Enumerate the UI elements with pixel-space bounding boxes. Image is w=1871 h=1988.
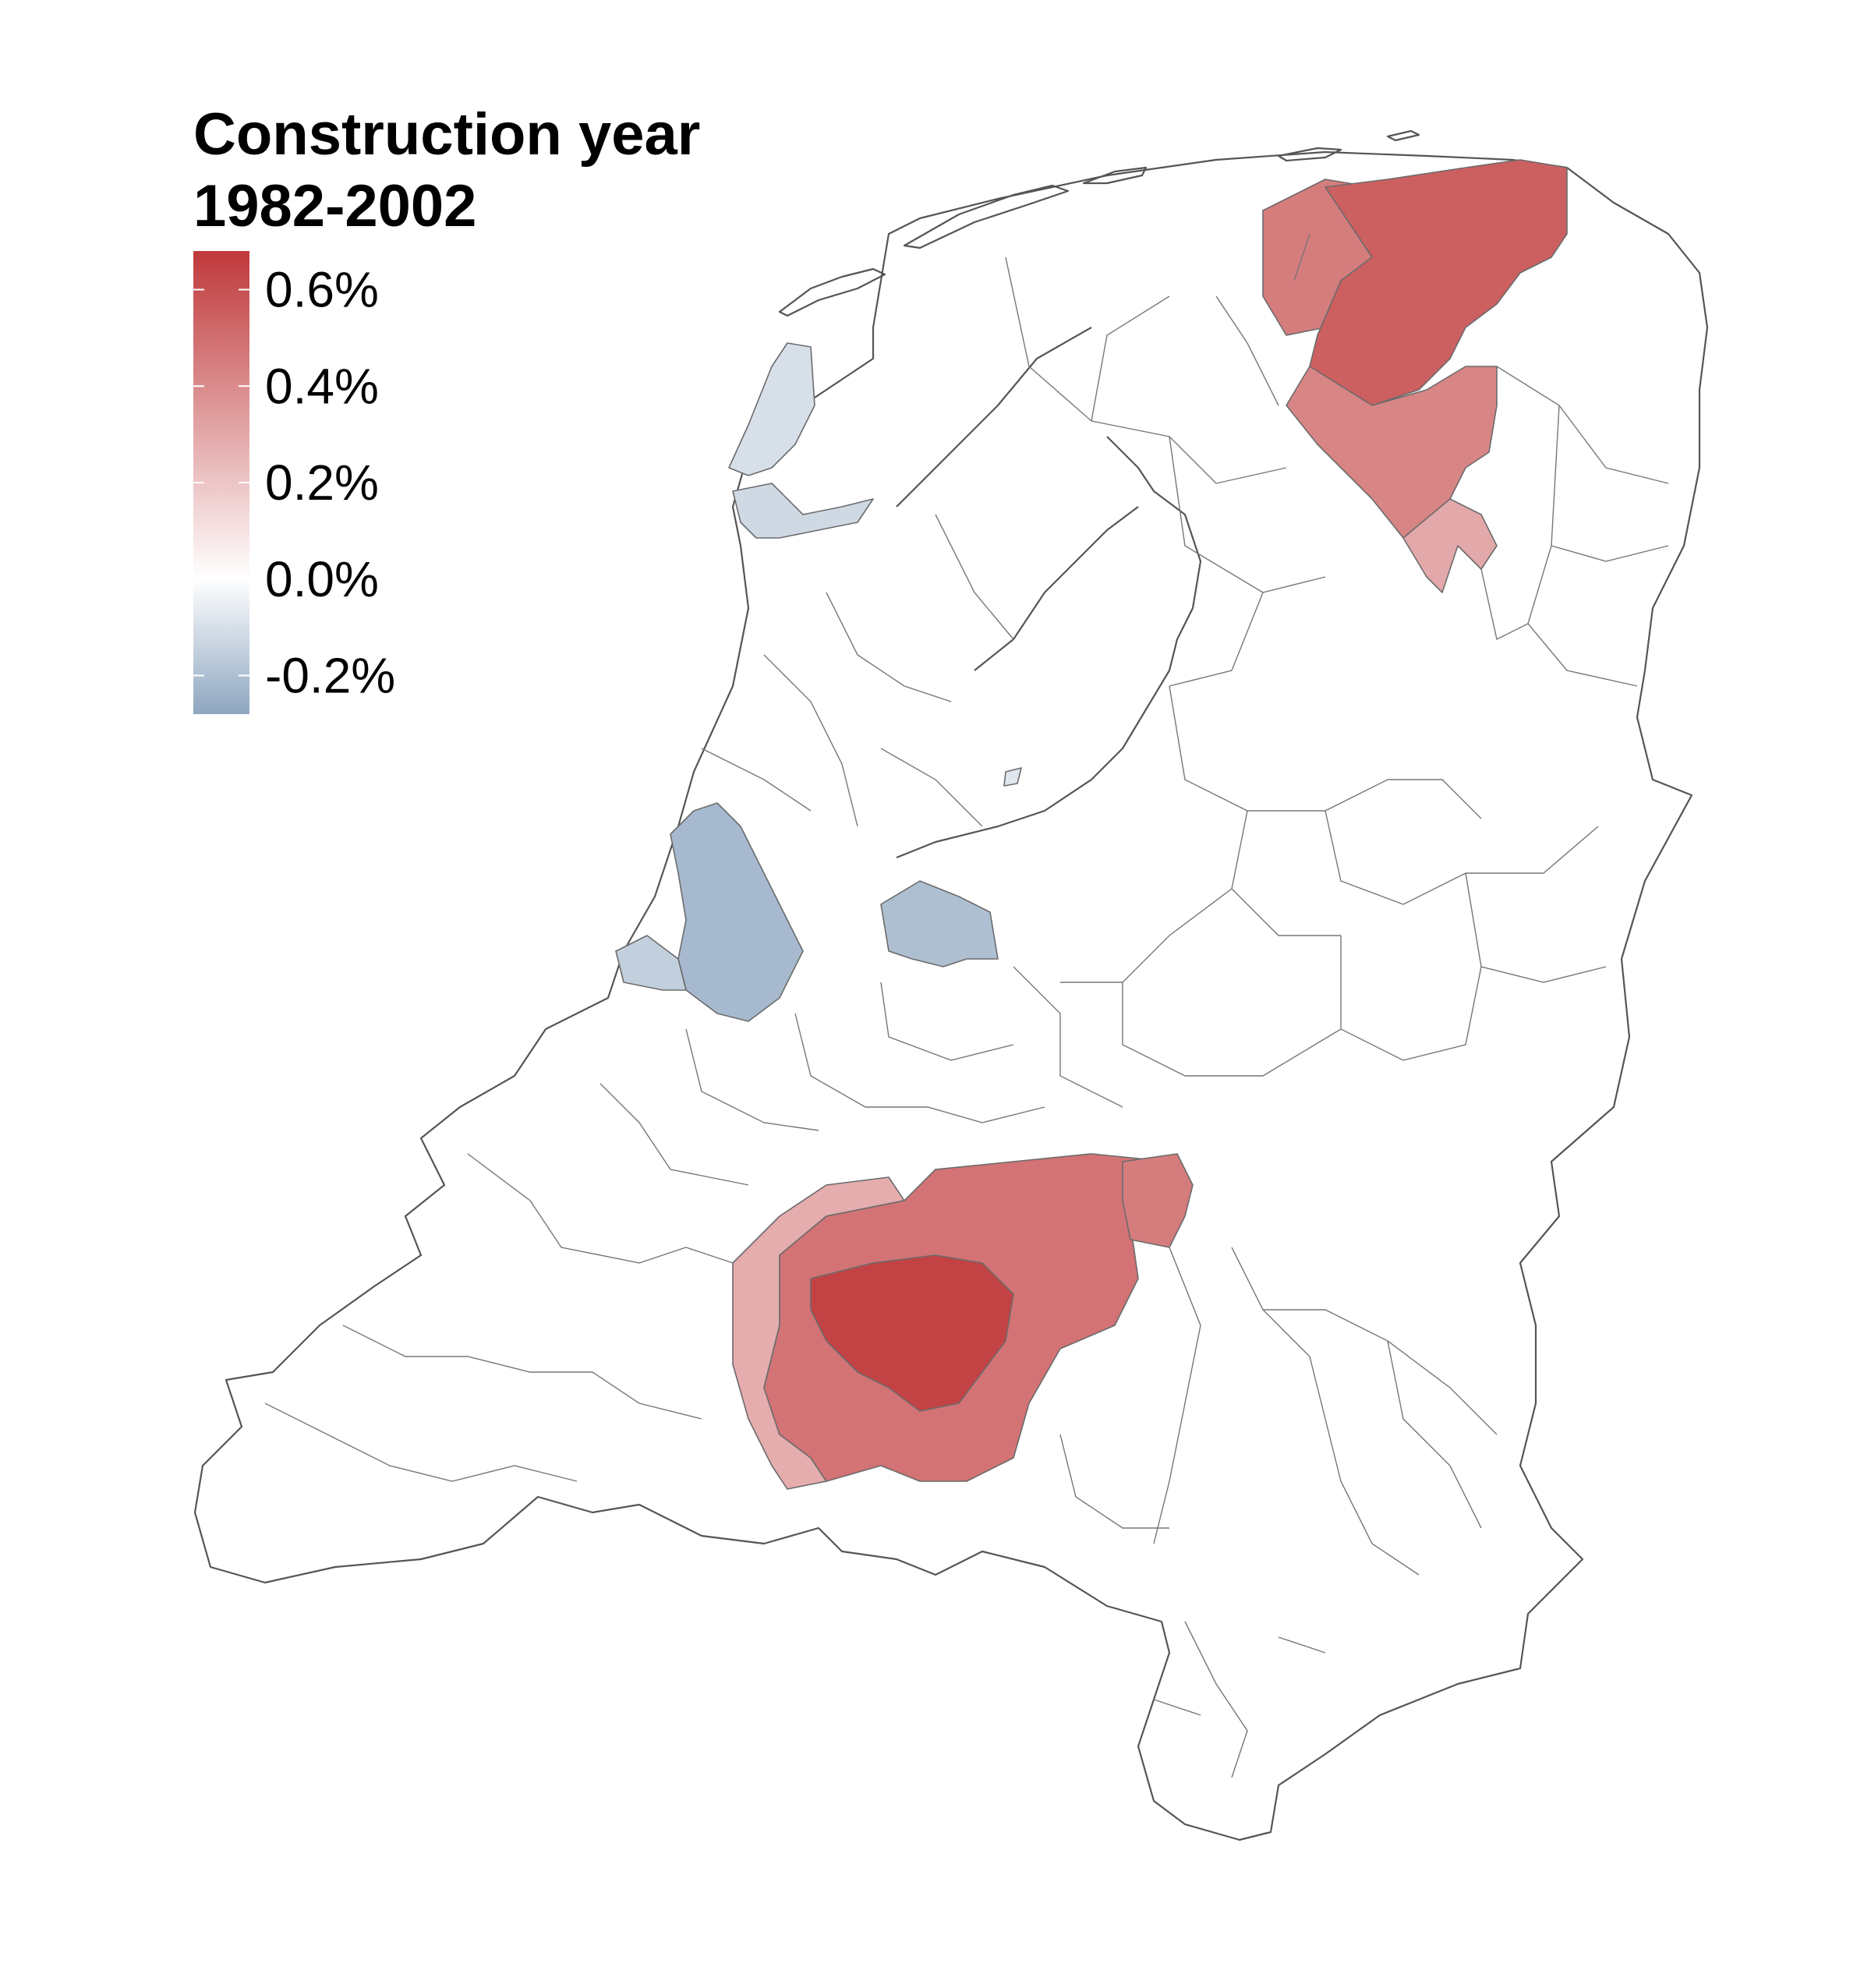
region-flevo-coast	[1003, 767, 1022, 787]
mainland-outline	[193, 150, 1709, 1841]
legend-tick-label: 0.6%	[265, 262, 379, 318]
municipal-boundaries	[264, 233, 1669, 1778]
island-terschelling	[903, 184, 1070, 249]
legend-tick-label: -0.2%	[265, 648, 395, 704]
country-base	[193, 150, 1709, 1841]
region-texel	[728, 342, 815, 476]
legend: Construction year 1982-2002 0.6% 0.4% 0.2%…	[193, 101, 700, 714]
legend-ticks: 0.6% 0.4% 0.2% 0.0% -0.2%	[193, 262, 395, 704]
region-groningen-cluster	[1309, 159, 1568, 406]
legend-tick-label: 0.4%	[265, 358, 379, 414]
region-north-brabant-core	[810, 1254, 1014, 1412]
island-schiermonnikoog	[1277, 147, 1342, 162]
legend-tick-label: 0.0%	[265, 551, 379, 607]
choropleth-regions	[615, 159, 1568, 1490]
wadden-islands	[778, 129, 1420, 317]
legend-title-line1: Construction year	[193, 101, 700, 168]
region-randstad-cluster	[670, 802, 804, 1022]
island-ameland	[1082, 166, 1148, 185]
region-utrecht-cluster	[880, 880, 999, 967]
legend-tick-label: 0.2%	[265, 455, 379, 511]
island-vlieland	[778, 267, 886, 317]
region-hague-coast	[615, 935, 687, 991]
legend-title-line2: 1982-2002	[193, 173, 476, 239]
ijsselmeer-shore	[896, 327, 1202, 859]
island-rottumeroog	[1386, 129, 1420, 142]
region-nijmegen-area	[1122, 1153, 1194, 1248]
region-den-helder-area	[732, 483, 874, 539]
